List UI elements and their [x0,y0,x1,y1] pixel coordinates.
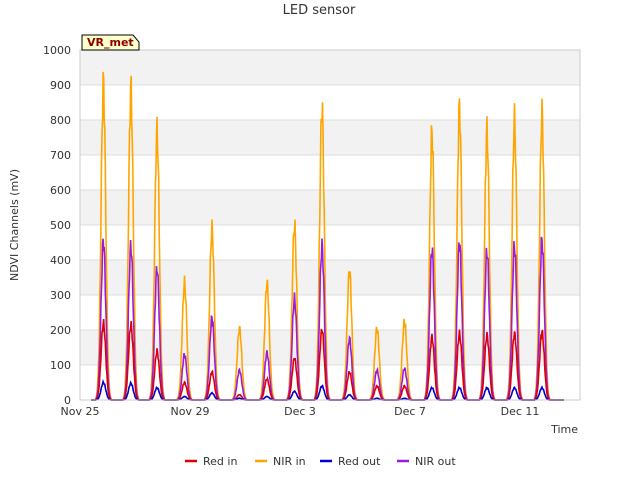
x-axis: Nov 25 Nov 29 Dec 3 Dec 7 Dec 11 [61,405,540,418]
vr-met-badge: VR_met [81,34,140,51]
legend-label: NIR in [273,455,306,468]
band [80,50,580,85]
y-tick-label: 800 [50,114,71,127]
legend-label: NIR out [415,455,456,468]
y-tick-label: 100 [50,359,71,372]
band [80,260,580,295]
legend-label: Red out [338,455,381,468]
y-tick-label: 200 [50,324,71,337]
plot-bands [80,50,580,365]
y-tick-label: 700 [50,149,71,162]
x-tick-label: Nov 29 [171,405,210,418]
y-axis: 0 100 200 300 400 500 600 700 800 900 1000 [43,44,71,407]
y-axis-title: NDVI Channels (mV) [8,169,21,281]
y-tick-label: 1000 [43,44,71,57]
legend-label: Red in [203,455,237,468]
plot-border [79,49,581,401]
badge-label: VR_met [87,36,134,49]
y-tick-label: 600 [50,184,71,197]
y-tick-label: 300 [50,289,71,302]
band [80,330,580,365]
legend: Red in NIR in Red out NIR out [185,455,456,468]
band [80,190,580,225]
x-tick-label: Dec 7 [394,405,426,418]
band [80,120,580,155]
y-tick-label: 500 [50,219,71,232]
x-axis-title: Time [550,423,578,436]
y-tick-label: 400 [50,254,71,267]
y-tick-label: 900 [50,79,71,92]
grid-lines [80,49,580,401]
y-tick-label: 0 [64,394,71,407]
x-tick-label: Nov 25 [61,405,100,418]
chart-title: LED sensor [283,3,356,18]
x-tick-label: Dec 3 [284,405,316,418]
x-tick-label: Dec 11 [501,405,540,418]
